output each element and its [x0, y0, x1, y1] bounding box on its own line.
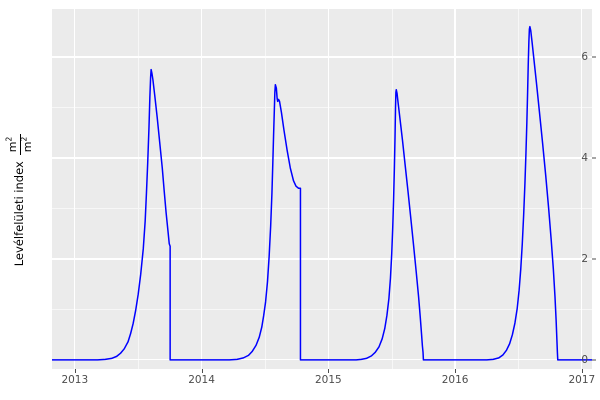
y-axis-tick-label: 6 — [581, 50, 588, 63]
y-axis-title: Levélfelületi index m2 m2 — [4, 30, 34, 370]
y-axis-unit-fraction: m2 m2 — [4, 133, 34, 156]
gridline-minor-vertical — [518, 9, 520, 369]
y-axis-tick-mark — [592, 56, 596, 58]
plot-panel — [52, 9, 592, 369]
y-axis-tick-label: 0 — [581, 353, 588, 366]
gridline-major-vertical — [454, 9, 456, 369]
x-axis-tick-label: 2015 — [314, 374, 342, 386]
gridline-major-vertical — [581, 9, 583, 369]
y-axis-title-wrap: Levélfelületi index m2 m2 — [0, 0, 40, 400]
x-axis-tick-label: 2016 — [441, 374, 469, 386]
gridline-major-horizontal — [52, 56, 592, 58]
gridline-major-vertical — [200, 9, 203, 369]
gridline-minor-horizontal — [52, 208, 592, 210]
y-axis-tick-label: 4 — [581, 151, 588, 164]
x-axis-tick-label: 2013 — [61, 374, 89, 386]
line-series-levelfeluleti-index — [52, 25, 592, 361]
gridline-minor-horizontal — [52, 309, 592, 311]
gridline-minor-horizontal — [52, 107, 592, 109]
x-axis-tick-mark — [201, 369, 203, 373]
y-axis-title-text: Levélfelületi index — [12, 161, 27, 267]
y-axis-tick-label: 2 — [581, 252, 588, 265]
gridline-major-vertical — [327, 9, 329, 369]
y-axis-tick-mark — [592, 157, 596, 159]
x-axis-tick-label: 2017 — [568, 374, 596, 386]
x-axis-tick-label: 2014 — [188, 374, 215, 386]
series-layer — [52, 25, 592, 361]
gridline-minor-vertical — [391, 9, 393, 369]
x-axis-tick-mark — [328, 369, 330, 373]
y-axis-unit-denominator: m2 — [19, 136, 34, 153]
x-axis-tick-mark — [74, 369, 76, 373]
y-axis-tick-mark — [592, 359, 596, 361]
x-axis-tick-mark — [455, 369, 457, 373]
gridline-minor-vertical — [138, 9, 139, 369]
gridline-major-vertical — [74, 9, 76, 369]
x-axis-tick-mark — [581, 369, 583, 373]
gridline-major-horizontal — [52, 258, 592, 260]
y-axis-unit-numerator: m2 — [4, 136, 19, 153]
gridline-major-horizontal — [52, 157, 592, 159]
gridline-minor-vertical — [264, 9, 266, 369]
y-axis-tick-mark — [592, 258, 596, 260]
